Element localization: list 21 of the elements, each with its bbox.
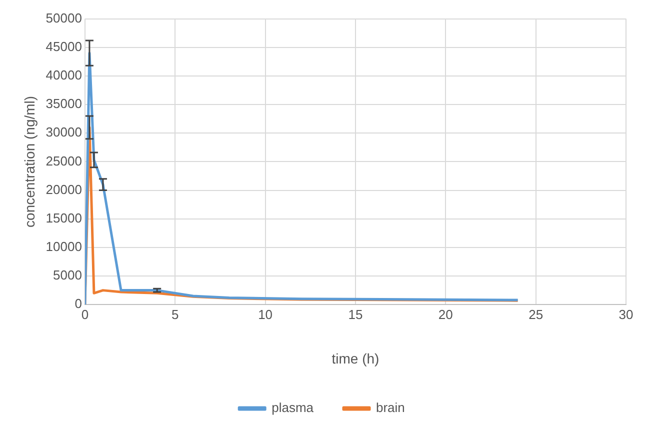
y-tick-label: 0 bbox=[74, 296, 82, 312]
y-tick-label: 10000 bbox=[46, 239, 82, 254]
x-axis-title: time (h) bbox=[332, 350, 380, 366]
legend-label: plasma bbox=[272, 400, 314, 416]
x-tick-label: 30 bbox=[618, 306, 634, 322]
y-tick-label: 5000 bbox=[53, 268, 82, 283]
x-tick-label: 15 bbox=[348, 306, 363, 322]
y-tick-label: 50000 bbox=[46, 10, 82, 26]
y-axis-title: concentration (ng/ml) bbox=[21, 96, 38, 228]
x-tick-label: 10 bbox=[258, 306, 273, 322]
y-tick-label: 25000 bbox=[46, 153, 82, 168]
y-tick-label: 35000 bbox=[46, 96, 82, 112]
legend-label: brain bbox=[376, 400, 405, 416]
y-tick-label: 30000 bbox=[46, 124, 82, 140]
y-tick-label: 20000 bbox=[46, 182, 82, 197]
x-tick-label: 5 bbox=[172, 306, 179, 322]
y-tick-label: 40000 bbox=[46, 68, 82, 83]
y-tick-label: 45000 bbox=[46, 38, 82, 54]
x-tick-label: 25 bbox=[528, 306, 544, 322]
x-tick-label: 20 bbox=[438, 306, 453, 322]
y-tick-label: 15000 bbox=[46, 210, 82, 226]
